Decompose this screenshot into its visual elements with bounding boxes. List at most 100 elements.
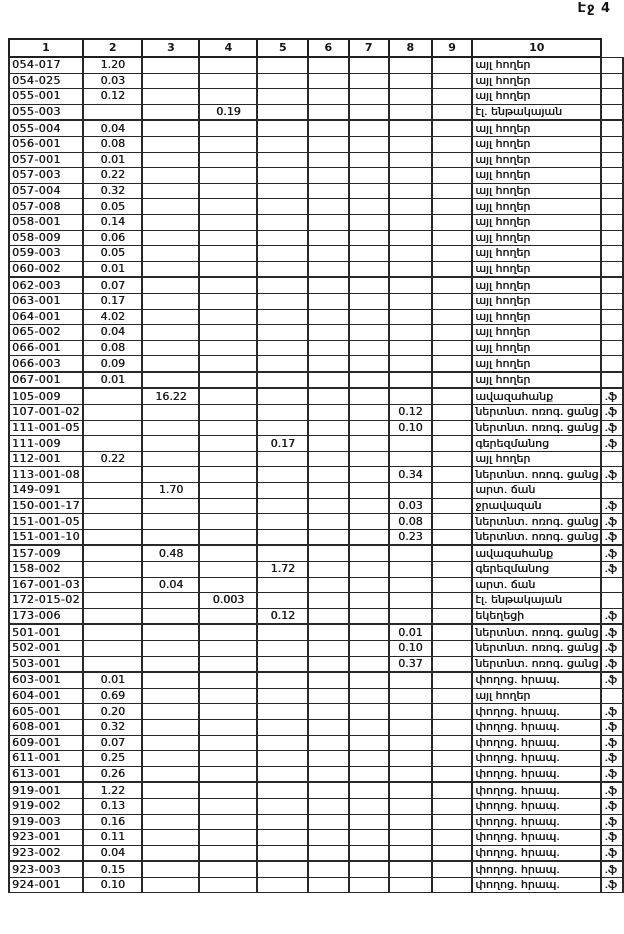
value-cell-col6	[307, 182, 350, 200]
value-cell-col2: 0.16	[81, 813, 144, 831]
table-row: 149-091 1.70 արտ. ճան	[8, 482, 624, 499]
value-cell-col7	[347, 718, 390, 736]
value-cell-col9	[430, 734, 474, 752]
edge-mark	[600, 308, 624, 326]
value-cell-col6	[307, 513, 350, 530]
parcel-code-cell: 113-001-08	[8, 466, 84, 484]
category-cell: ներտնտ. ոռոգ. ցանց	[471, 623, 603, 641]
value-cell-col8	[387, 56, 433, 74]
value-cell-col2	[81, 103, 144, 121]
value-cell-col7	[347, 497, 390, 515]
value-cell-col7	[347, 750, 390, 767]
value-cell-col5	[256, 765, 310, 783]
edge-mark	[600, 72, 624, 90]
value-cell-col5	[256, 671, 310, 689]
value-cell-col7	[347, 544, 390, 563]
parcel-code-cell: 055-004	[8, 119, 84, 137]
edge-mark: .ֆ	[600, 750, 624, 767]
value-cell-col5	[256, 276, 310, 294]
value-cell-col7	[347, 829, 390, 846]
value-cell-col8	[387, 734, 433, 752]
value-cell-col9	[430, 765, 474, 783]
table-row: 057-004 0.32 այլ հողեր	[8, 182, 624, 200]
edge-mark: .ֆ	[600, 765, 624, 783]
value-cell-col9	[430, 167, 474, 184]
value-cell-col6	[307, 561, 350, 578]
value-cell-col4: 0.19	[198, 103, 259, 121]
table-row: 105-009 16.22 ավազահանք .ֆ	[8, 387, 624, 406]
value-cell-col3	[141, 639, 201, 657]
table-row: 063-001 0.17 այլ հողեր	[8, 292, 624, 310]
value-cell-col3	[141, 718, 201, 736]
category-cell: ներտնտ. ոռոգ. ցանց	[471, 466, 603, 484]
category-cell: այլ հողեր	[471, 72, 603, 90]
edge-mark: .ֆ	[600, 860, 624, 878]
value-cell-col9	[430, 355, 474, 373]
value-cell-col3	[141, 781, 201, 799]
edge-mark: .ֆ	[600, 607, 624, 625]
value-cell-col4	[198, 765, 259, 783]
value-cell-col3	[141, 876, 201, 894]
value-cell-col9	[430, 308, 474, 326]
value-cell-col9	[430, 623, 474, 641]
table-row: 055-003 0.19 էլ. ենթակայան	[8, 103, 624, 121]
value-cell-col8	[387, 276, 433, 294]
value-cell-col8	[387, 435, 433, 452]
parcel-code-cell: 605-001	[8, 703, 84, 720]
value-cell-col8	[387, 860, 433, 878]
value-cell-col8	[387, 151, 433, 169]
value-cell-col8	[387, 750, 433, 767]
value-cell-col7	[347, 860, 390, 878]
value-cell-col6	[307, 198, 350, 215]
edge-mark: .ֆ	[600, 639, 624, 657]
value-cell-col3	[141, 860, 201, 878]
value-cell-col2: 0.01	[81, 151, 144, 169]
category-cell: այլ հողեր	[471, 355, 603, 373]
value-cell-col2: 0.08	[81, 339, 144, 357]
value-cell-col2	[81, 623, 144, 641]
value-cell-col2	[81, 466, 144, 484]
edge-mark: .ֆ	[600, 528, 624, 546]
value-cell-col8	[387, 324, 433, 341]
category-cell: փողոց. հրապ.	[471, 844, 603, 862]
table-row: 066-003 0.09 այլ հողեր	[8, 355, 624, 373]
value-cell-col4	[198, 703, 259, 720]
column-header: 7	[347, 38, 390, 58]
value-cell-col3	[141, 687, 201, 705]
edge-mark: .ֆ	[600, 671, 624, 689]
category-cell: ջրավազան	[471, 497, 603, 515]
value-cell-col3	[141, 513, 201, 530]
edge-mark	[600, 135, 624, 153]
value-cell-col2: 0.04	[81, 324, 144, 341]
value-cell-col4: 0.003	[198, 592, 259, 609]
table-row: 919-002 0.13 փողոց. հրապ. .ֆ	[8, 797, 624, 815]
category-cell: փողոց. հրապ.	[471, 671, 603, 689]
parcel-code-cell: 055-001	[8, 88, 84, 105]
category-cell: փողոց. հրապ.	[471, 829, 603, 846]
parcel-code-cell: 919-002	[8, 797, 84, 815]
value-cell-col2: 1.20	[81, 56, 144, 74]
value-cell-col3	[141, 88, 201, 105]
value-cell-col5	[256, 513, 310, 530]
value-cell-col3	[141, 671, 201, 689]
value-cell-col3	[141, 151, 201, 169]
parcel-code-cell: 919-001	[8, 781, 84, 799]
parcel-code-cell: 503-001	[8, 655, 84, 673]
value-cell-col3	[141, 623, 201, 641]
value-cell-col8	[387, 718, 433, 736]
value-cell-col8	[387, 544, 433, 563]
value-cell-col5	[256, 734, 310, 752]
table-row: 923-003 0.15 փողոց. հրապ. .ֆ	[8, 860, 624, 878]
value-cell-col7	[347, 198, 390, 215]
value-cell-col8	[387, 72, 433, 90]
value-cell-col2: 0.05	[81, 198, 144, 215]
value-cell-col3	[141, 497, 201, 515]
value-cell-col9	[430, 639, 474, 657]
value-cell-col4	[198, 167, 259, 184]
value-cell-col5	[256, 813, 310, 831]
value-cell-col8	[387, 592, 433, 609]
value-cell-col2: 4.02	[81, 308, 144, 326]
value-cell-col4	[198, 576, 259, 594]
category-cell: այլ հողեր	[471, 135, 603, 153]
value-cell-col9	[430, 592, 474, 609]
